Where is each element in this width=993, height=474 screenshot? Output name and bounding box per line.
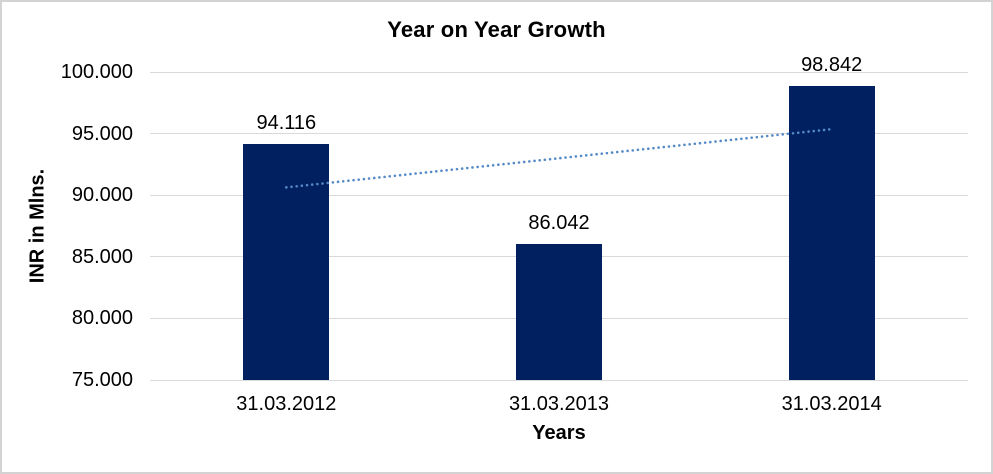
data-label: 86.042 — [528, 211, 590, 234]
y-tick-label: 90.000 — [71, 184, 133, 207]
y-tick-label: 95.000 — [71, 122, 133, 145]
bar-31.03.2013 — [516, 243, 602, 380]
gridline — [150, 194, 968, 196]
x-tick-label: 31.03.2012 — [236, 393, 337, 415]
bar-31.03.2012 — [243, 144, 330, 380]
x-tick-label: 31.03.2014 — [781, 393, 882, 415]
gridline — [150, 71, 968, 73]
x-tick-label: 31.03.2013 — [508, 393, 610, 415]
chart-title: Year on Year Growth — [387, 17, 606, 42]
y-tick-label: 85.000 — [71, 245, 133, 268]
x-axis-line — [150, 379, 968, 381]
trendline-path — [285, 127, 833, 189]
y-tick-label: 80.000 — [71, 307, 133, 330]
y-tick-label: 100.000 — [60, 61, 133, 83]
data-label: 94.116 — [256, 112, 317, 135]
x-axis-title: Years — [532, 422, 586, 444]
bar-31.03.2014 — [788, 86, 875, 380]
data-label: 98.842 — [801, 54, 863, 77]
y-tick-label: 75.000 — [71, 369, 133, 391]
